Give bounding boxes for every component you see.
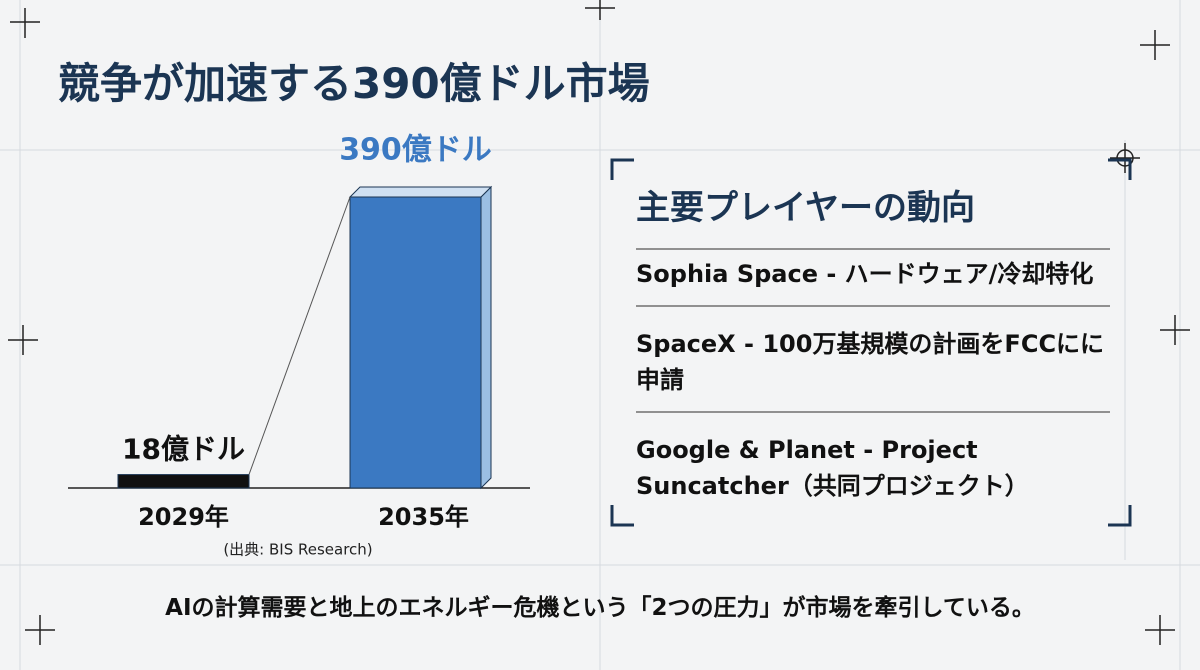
x-tick-label: 2029年 <box>138 503 229 531</box>
crosshairs <box>8 0 1190 645</box>
footer: AIの計算需要と地上のエネルギー危機という「2つの圧力」が市場を牽引している。 <box>165 595 1035 621</box>
connector <box>248 196 351 475</box>
title: 競争が加速する390億ドル市場 <box>58 59 650 108</box>
bar-top <box>348 186 493 198</box>
panel-item: Sophia Space - ハードウェア/冷却特化 <box>636 260 1094 288</box>
panel-frame <box>610 158 1132 527</box>
bar <box>117 474 250 489</box>
panel-item: SpaceX - 100万基規模の計画をFCCにに申請 <box>636 330 1105 394</box>
value-label: 18億ドル <box>122 433 245 466</box>
panel-dividers <box>636 248 1110 413</box>
bar <box>349 196 482 489</box>
value-label: 390億ドル <box>339 133 492 168</box>
panel-item: Google & Planet - Project Suncatcher（共同プ… <box>636 436 1029 500</box>
x-tick-label: 2035年 <box>378 503 469 531</box>
panel-heading: 主要プレイヤーの動向 <box>636 188 975 228</box>
source: (出典: BIS Research) <box>223 541 372 559</box>
bar-side <box>480 185 492 490</box>
